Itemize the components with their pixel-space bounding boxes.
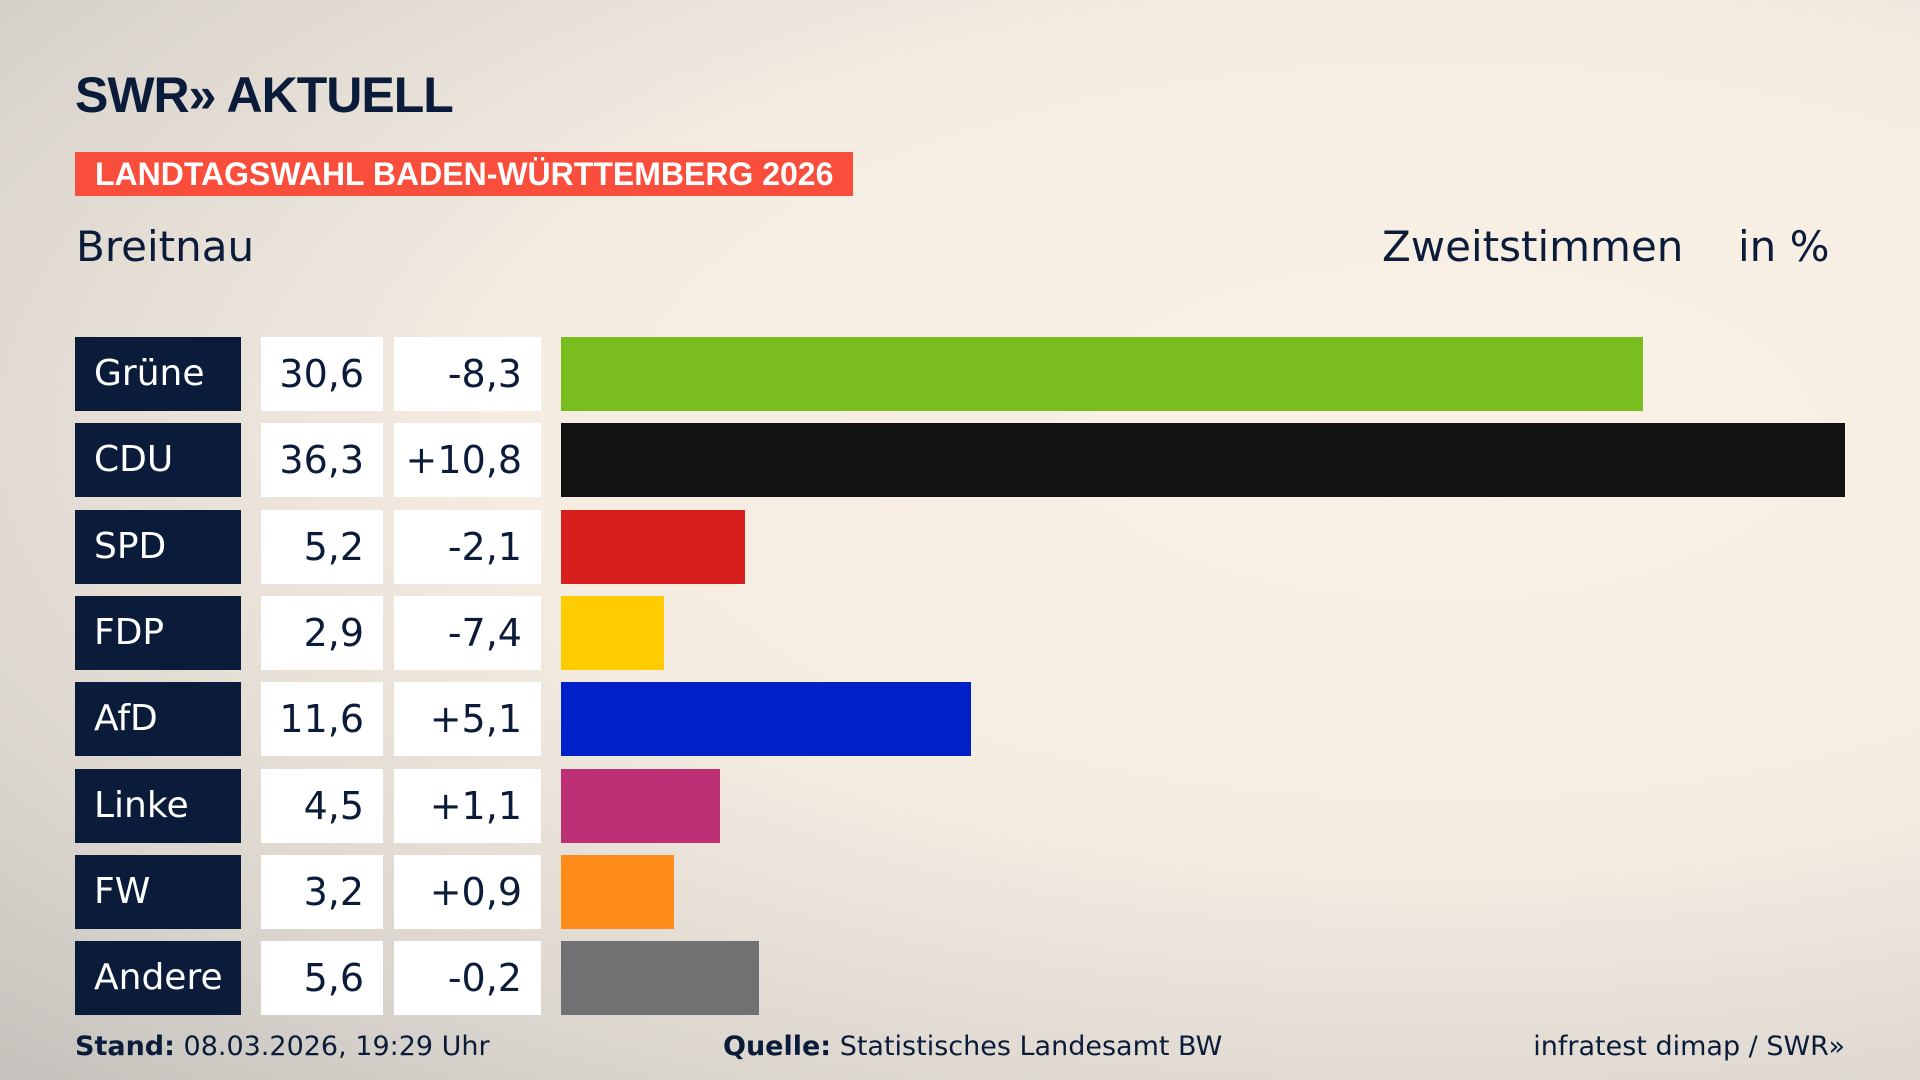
bar (561, 509, 745, 584)
swr-aktuell-logo: SWR» AKTUELL (75, 67, 454, 123)
value-label: 30,6 (261, 337, 383, 411)
party-label: Linke (75, 768, 241, 843)
bar (561, 423, 1845, 498)
value-label: 36,3 (261, 423, 383, 498)
value-label: 3,2 (261, 854, 383, 929)
diff-label: +0,9 (394, 854, 541, 929)
credit: infratest dimap / SWR» (1533, 1031, 1845, 1062)
value-label: 5,2 (261, 509, 383, 584)
party-label: Grüne (75, 337, 241, 411)
party-label: SPD (75, 509, 241, 584)
stand-label: Stand: (75, 1031, 175, 1062)
party-label: Andere (75, 941, 241, 1016)
result-row: FW 3,2 +0,9 (0, 854, 1920, 929)
bar (561, 595, 664, 670)
result-row: CDU 36,3 +10,8 (0, 423, 1920, 498)
value-label: 4,5 (261, 768, 383, 843)
bar (561, 941, 760, 1016)
source: Quelle: Statistisches Landesamt BW (723, 1031, 1222, 1062)
diff-label: -8,3 (394, 337, 541, 411)
result-row: Linke 4,5 +1,1 (0, 768, 1920, 843)
metric-label: Zweitstimmen (1382, 222, 1684, 271)
diff-label: -7,4 (394, 595, 541, 670)
result-row: AfD 11,6 +5,1 (0, 682, 1920, 757)
diff-label: +5,1 (394, 682, 541, 757)
source-label: Quelle: (723, 1031, 832, 1062)
diff-label: -2,1 (394, 509, 541, 584)
result-row: Andere 5,6 -0,2 (0, 941, 1920, 1016)
timestamp: Stand: 08.03.2026, 19:29 Uhr (75, 1031, 490, 1062)
location-title: Breitnau (76, 222, 255, 271)
party-label: FDP (75, 595, 241, 670)
result-row: FDP 2,9 -7,4 (0, 595, 1920, 670)
bar (561, 768, 721, 843)
diff-label: -0,2 (394, 941, 541, 1016)
value-label: 2,9 (261, 595, 383, 670)
diff-label: +1,1 (394, 768, 541, 843)
stand-value: 08.03.2026, 19:29 Uhr (183, 1031, 490, 1062)
bar (561, 337, 1644, 411)
result-row: Grüne 30,6 -8,3 (0, 337, 1920, 411)
party-label: AfD (75, 682, 241, 757)
result-row: SPD 5,2 -2,1 (0, 509, 1920, 584)
bar (561, 682, 972, 757)
source-value: Statistisches Landesamt BW (839, 1031, 1223, 1062)
party-label: CDU (75, 423, 241, 498)
diff-label: +10,8 (394, 423, 541, 498)
election-banner: LANDTAGSWAHL BADEN-WÜRTTEMBERG 2026 (75, 152, 854, 196)
bar (561, 854, 675, 929)
value-label: 5,6 (261, 941, 383, 1016)
party-label: FW (75, 854, 241, 929)
value-label: 11,6 (261, 682, 383, 757)
unit-label: in % (1738, 222, 1830, 271)
